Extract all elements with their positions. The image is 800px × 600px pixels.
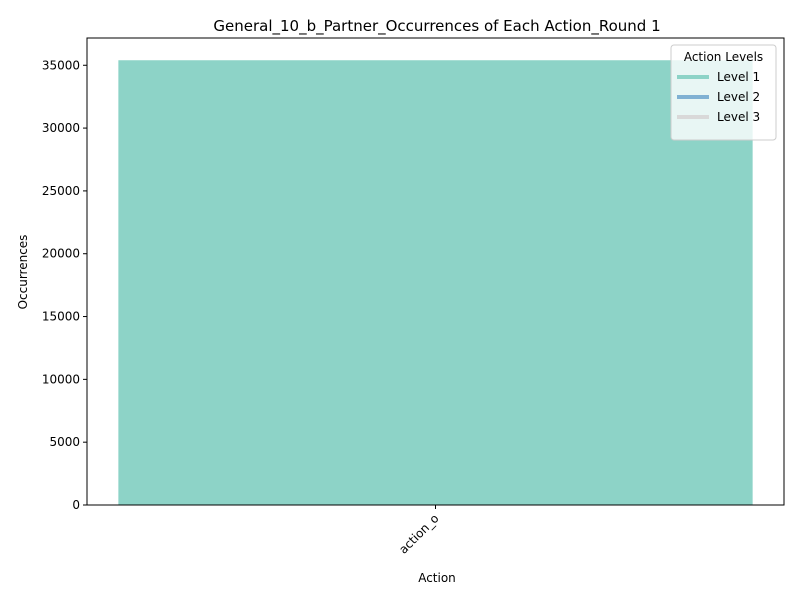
plot-area (86, 37, 785, 506)
legend-title: Action Levels (684, 50, 763, 64)
legend-label: Level 1 (717, 70, 760, 84)
y-tick-label: 10000 (42, 372, 80, 386)
y-tick-label: 5000 (49, 435, 80, 449)
y-tick-label: 35000 (42, 58, 80, 72)
y-tick-label: 30000 (42, 121, 80, 135)
legend: Action Levels Level 1 Level 2 Level 3 (670, 44, 777, 141)
legend-label: Level 2 (717, 90, 760, 104)
chart-title: General_10_b_Partner_Occurrences of Each… (213, 17, 660, 36)
legend-label: Level 3 (717, 110, 760, 124)
x-axis-label: Action (418, 571, 456, 585)
y-axis-label: Occurrences (16, 235, 30, 310)
y-tick-label: 20000 (42, 247, 80, 261)
y-tick-label: 25000 (42, 184, 80, 198)
y-axis: 0 5000 10000 15000 20000 25000 30000 35000 (42, 58, 87, 512)
x-axis: action_o (396, 505, 442, 557)
y-tick-label: 15000 (42, 310, 80, 324)
x-tick-label: action_o (396, 511, 441, 556)
y-tick-label: 0 (72, 498, 80, 512)
bar-action_o (118, 60, 753, 505)
